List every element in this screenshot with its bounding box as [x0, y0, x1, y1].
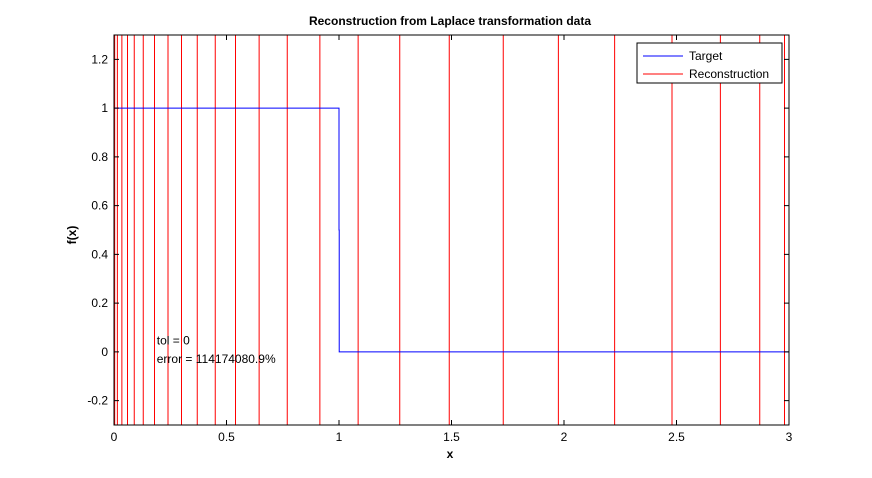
legend-label: Reconstruction [689, 67, 769, 81]
chart-title: Reconstruction from Laplace transformati… [309, 14, 591, 28]
y-tick-label: 0.8 [91, 150, 108, 164]
y-tick-label: -0.2 [87, 394, 108, 408]
annotation-text: tol = 0 [157, 334, 190, 348]
y-tick-label: 0.6 [91, 199, 108, 213]
x-tick-label: 2 [561, 430, 568, 444]
x-tick-label: 3 [786, 430, 793, 444]
legend: Target Reconstruction [636, 42, 783, 84]
plot-area: 0 0.5 1 1.5 2 2.5 3 -0.2 0 0.2 0.4 0.6 0.8 1 1.2 tol = … [87, 34, 793, 444]
y-tick-label: 0.2 [91, 296, 108, 310]
y-tick-label: 1.2 [91, 52, 108, 66]
y-tick-label: 0 [101, 345, 108, 359]
x-tick-label: 1 [336, 430, 343, 444]
series-group [114, 35, 789, 425]
x-tick-label: 0.5 [218, 430, 235, 444]
y-tick-label: 0.4 [91, 247, 108, 261]
target-line [114, 107, 789, 353]
x-tick-label: 2.5 [668, 430, 685, 444]
legend-label: Target [689, 49, 723, 63]
x-axis-label: x [447, 447, 454, 461]
legend-box [636, 42, 783, 84]
plot-background [114, 35, 789, 425]
y-tick-label: 1 [101, 101, 108, 115]
annotation-text: error = 114174080.9% [157, 352, 276, 366]
x-tick-label: 0 [111, 430, 118, 444]
x-tick-label: 1.5 [443, 430, 460, 444]
y-axis-label: f(x) [65, 226, 79, 245]
